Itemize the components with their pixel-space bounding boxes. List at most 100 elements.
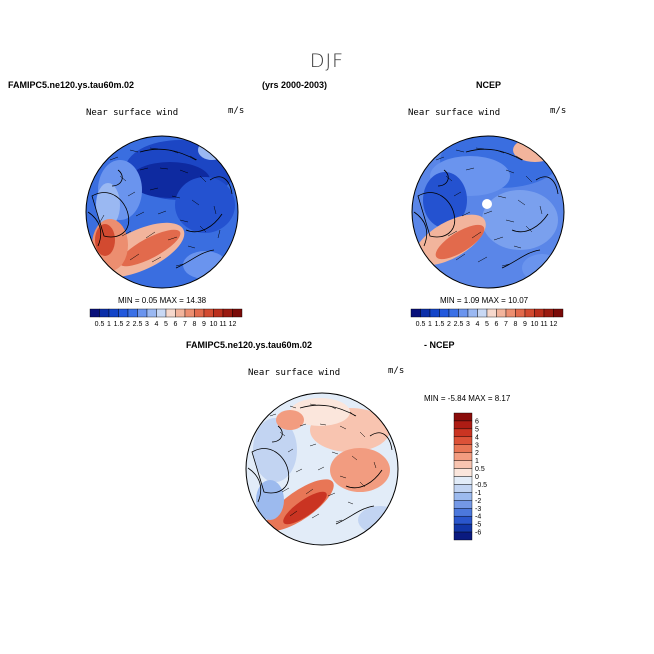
- diff-colorbar-tick-label: -4: [475, 514, 481, 521]
- diff-colorbar-tick-label: -5: [475, 522, 481, 529]
- model-colorbar-swatch: [213, 308, 224, 318]
- diff-colorbar-swatch: [453, 460, 473, 469]
- diff-colorbar-swatch: [453, 476, 473, 485]
- diff-field-label: Near surface wind: [248, 368, 341, 378]
- diff-colorbar-tick-label: 6: [475, 418, 479, 425]
- model-colorbar-swatch: [118, 308, 129, 318]
- obs-field-label: Near surface wind: [408, 108, 501, 118]
- obs-colorbar-swatch: [496, 308, 507, 318]
- years-label: (yrs 2000-2003): [262, 80, 328, 90]
- diff-colorbar-tick-label: -6: [475, 530, 481, 537]
- obs-colorbar-swatch: [410, 308, 421, 318]
- obs-colorbar-tick-label: 8: [514, 321, 518, 328]
- model-colorbar-tick-label: 1.5: [114, 321, 124, 328]
- season-title: DJF: [309, 50, 345, 72]
- obs-colorbar-swatch: [420, 308, 431, 318]
- diff-polar-map: [246, 393, 398, 545]
- obs-map-border: [411, 135, 565, 289]
- obs-title: NCEP: [476, 80, 502, 90]
- model-colorbar-tick-label: 0.5: [95, 321, 105, 328]
- obs-colorbar-swatch: [515, 308, 526, 318]
- model-colorbar-swatch: [108, 308, 119, 318]
- diff-colorbar-swatch: [453, 412, 473, 422]
- model-max-value: 14.38: [186, 296, 207, 305]
- diff-model-title: FAMIPC5.ne120.ys.tau60m.02: [186, 340, 313, 350]
- obs-colorbar-swatch: [534, 308, 545, 318]
- diff-colorbar-swatch: [453, 420, 473, 430]
- diff-colorbar-swatch: [453, 492, 473, 501]
- diff-obs-title: - NCEP: [424, 340, 455, 350]
- diff-minmax: MIN = -5.84 MAX = 8.17: [424, 394, 510, 403]
- obs-colorbar-tick-label: 3: [466, 321, 470, 328]
- model-colorbar-swatch: [137, 308, 148, 318]
- model-colorbar-tick-label: 5: [164, 321, 168, 328]
- obs-colorbar-tick-label: 5: [485, 321, 489, 328]
- diff-colorbar-tick-label: -2: [475, 498, 481, 505]
- diff-colorbar-swatch: [453, 484, 473, 493]
- obs-colorbar-tick-label: 2: [447, 321, 451, 328]
- model-colorbar-tick-label: 2.5: [133, 321, 143, 328]
- obs-minmax: MIN = 1.09 MAX = 10.07: [440, 296, 528, 305]
- model-colorbar-swatch: [146, 308, 157, 318]
- diff-min-value: -5.84: [447, 394, 467, 403]
- model-colorbar-tick-label: 6: [174, 321, 178, 328]
- model-colorbar-tick-label: 10: [210, 321, 218, 328]
- diff-colorbar-swatch: [453, 508, 473, 517]
- diff-colorbar-swatch: [453, 452, 473, 461]
- obs-colorbar-swatch: [477, 308, 488, 318]
- model-colorbar-tick-label: 1: [107, 321, 111, 328]
- diff-min-label: MIN =: [424, 394, 446, 403]
- obs-colorbar-swatch: [505, 308, 516, 318]
- obs-colorbar-tick-label: 0.5: [416, 321, 426, 328]
- diff-max-value: 8.17: [494, 394, 511, 403]
- model-polar-map: [86, 136, 238, 288]
- diff-colorbar-tick-label: 2: [475, 450, 479, 457]
- model-colorbar-tick-label: 2: [126, 321, 130, 328]
- model-colorbar-swatch: [203, 308, 214, 318]
- model-colorbar-swatch: [222, 308, 233, 318]
- diff-colorbar-tick-label: 1: [475, 458, 479, 465]
- model-field-label: Near surface wind: [86, 108, 179, 118]
- obs-colorbar-swatch: [458, 308, 469, 318]
- model-min-value: 0.05: [141, 296, 158, 305]
- obs-colorbar-tick-label: 1: [428, 321, 432, 328]
- diff-colorbar-tick-label: -1: [475, 490, 481, 497]
- diff-colorbar-swatch: [453, 444, 473, 453]
- model-units: m/s: [228, 106, 245, 116]
- diff-colorbar-tick-label: 3: [475, 442, 479, 449]
- diff-colorbar-tick-label: 0: [475, 474, 479, 481]
- obs-colorbar: 0.5 1 1.5 2 2.5 3 4 5 6 7 8 9 10 11 12: [410, 308, 564, 328]
- diff-colorbar-swatch: [453, 515, 473, 525]
- model-colorbar-swatch: [156, 308, 167, 318]
- obs-colorbar-tick-label: 2.5: [454, 321, 464, 328]
- model-case-title: FAMIPC5.ne120.ys.tau60m.02: [8, 80, 135, 90]
- model-colorbar-swatch: [99, 308, 110, 318]
- model-colorbar-tick-label: 3: [145, 321, 149, 328]
- diff-colorbar-swatch: [453, 500, 473, 509]
- model-map-border: [85, 135, 239, 289]
- obs-colorbar-tick-label: 12: [550, 321, 558, 328]
- obs-colorbar-tick-label: 11: [540, 321, 547, 328]
- diff-colorbar-tick-label: -3: [475, 506, 481, 513]
- model-colorbar-swatch: [232, 308, 243, 318]
- model-colorbar-swatch: [175, 308, 186, 318]
- diff-colorbar-swatch: [453, 436, 473, 445]
- obs-colorbar-swatch: [429, 308, 440, 318]
- model-minmax: MIN = 0.05 MAX = 14.38: [118, 296, 206, 305]
- diff-colorbar-tick-label: -0.5: [475, 482, 487, 489]
- obs-min-value: 1.09: [463, 296, 480, 305]
- obs-colorbar-tick-label: 10: [531, 321, 539, 328]
- obs-colorbar-tick-label: 7: [504, 321, 508, 328]
- diff-colorbar-tick-label: 4: [475, 434, 479, 441]
- model-colorbar-swatch: [165, 308, 176, 318]
- diff-colorbar-swatch: [453, 468, 473, 477]
- obs-colorbar-tick-label: 4: [476, 321, 480, 328]
- diff-map-border: [245, 392, 399, 546]
- model-colorbar-tick-label: 9: [202, 321, 206, 328]
- model-colorbar-tick-label: 4: [155, 321, 159, 328]
- obs-polar-map: [412, 136, 564, 288]
- diff-colorbar-tick-label: 0.5: [475, 466, 485, 473]
- model-colorbar-tick-label: 11: [219, 321, 226, 328]
